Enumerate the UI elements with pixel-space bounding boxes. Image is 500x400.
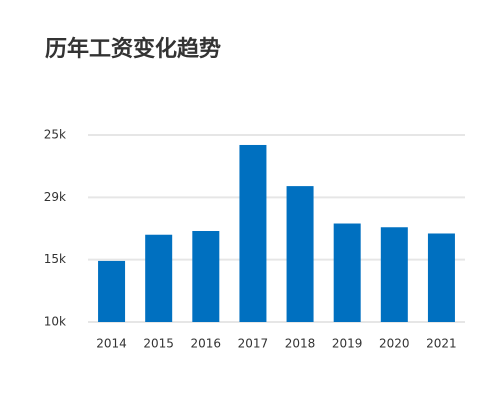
bar <box>380 227 408 322</box>
bar <box>192 230 220 322</box>
x-tick-label: 2021 <box>426 337 457 351</box>
x-tick-label: 2015 <box>143 337 174 351</box>
chart-title: 历年工资变化趋势 <box>45 36 221 62</box>
x-tick-label: 2017 <box>238 337 269 351</box>
y-tick-label: 25k <box>44 128 66 142</box>
x-tick-label: 2014 <box>96 337 127 351</box>
x-tick-label: 2019 <box>332 337 363 351</box>
bar <box>145 234 173 322</box>
y-tick-label: 10k <box>44 315 66 329</box>
bar <box>333 223 361 322</box>
x-tick-label: 2016 <box>191 337 222 351</box>
y-tick-label: 15k <box>44 252 66 266</box>
x-tick-label: 2020 <box>379 337 410 351</box>
y-tick-label: 29k <box>44 190 66 204</box>
x-tick-label: 2018 <box>285 337 316 351</box>
bar <box>98 260 126 322</box>
bar <box>239 144 267 322</box>
bar <box>286 186 314 322</box>
bar <box>427 233 455 322</box>
